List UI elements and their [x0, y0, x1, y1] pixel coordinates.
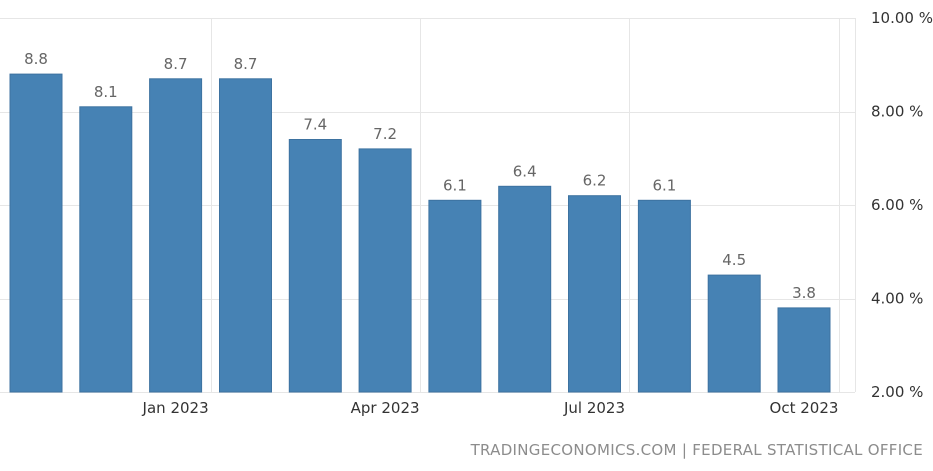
y-tick-label: 8.00 % — [871, 103, 923, 121]
y-tick-label: 6.00 % — [871, 196, 923, 214]
bar-value-label: 4.5 — [722, 251, 746, 269]
x-tick-label: Jul 2023 — [563, 399, 625, 417]
bar-value-label: 8.1 — [94, 83, 118, 101]
grid-lines — [0, 18, 856, 393]
bar-value-label: 6.4 — [513, 162, 537, 180]
y-tick-label: 10.00 % — [871, 9, 933, 27]
bar-value-label: 8.7 — [164, 55, 188, 73]
bars — [9, 73, 831, 393]
bar-value-label: 3.8 — [792, 284, 816, 302]
y-tick-label: 2.00 % — [871, 383, 923, 401]
bar — [358, 148, 412, 393]
bar-value-labels: 8.8 8.1 8.7 8.7 7.4 7.2 6.1 6.4 6.2 6.1 4.5 3.8 — [24, 50, 816, 302]
bar — [219, 78, 272, 393]
bar-value-label: 7.2 — [373, 125, 397, 143]
bar — [428, 199, 482, 393]
bar — [9, 73, 63, 393]
x-tick-label: Apr 2023 — [351, 399, 420, 417]
bar — [637, 199, 691, 393]
bar — [79, 106, 133, 393]
bar-value-label: 6.1 — [652, 176, 676, 194]
y-axis-ticks: 2.00 % 4.00 % 6.00 % 8.00 % 10.00 % — [871, 9, 933, 401]
bar-value-label: 8.8 — [24, 50, 48, 68]
bar — [288, 139, 342, 393]
bar — [777, 307, 831, 393]
source-attribution: TRADINGECONOMICS.COM | FEDERAL STATISTIC… — [470, 441, 923, 459]
bar — [149, 78, 203, 393]
bar-value-label: 7.4 — [303, 116, 327, 134]
bar — [498, 185, 552, 393]
y-tick-label: 4.00 % — [871, 290, 923, 308]
x-tick-label: Oct 2023 — [770, 399, 839, 417]
bar — [568, 195, 621, 393]
bar-value-label: 6.1 — [443, 176, 467, 194]
x-tick-label: Jan 2023 — [142, 399, 209, 417]
bar-value-label: 8.7 — [234, 55, 258, 73]
bar-value-label: 6.2 — [583, 172, 607, 190]
x-axis-ticks: Jan 2023 Apr 2023 Jul 2023 Oct 2023 — [142, 399, 839, 417]
bar — [707, 274, 761, 393]
